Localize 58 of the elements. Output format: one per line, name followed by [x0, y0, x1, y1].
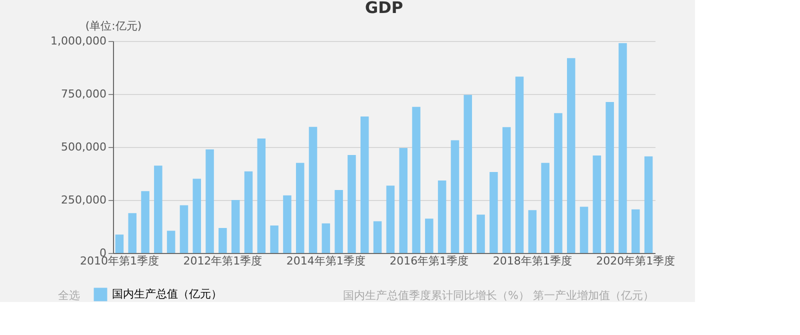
bar — [490, 172, 498, 253]
bar — [644, 156, 653, 253]
bar — [322, 223, 330, 253]
bar — [257, 138, 266, 253]
bar — [618, 43, 627, 253]
bar — [592, 155, 602, 253]
bar — [270, 225, 278, 253]
bar — [528, 210, 537, 253]
bar — [606, 102, 614, 253]
bar — [206, 149, 214, 253]
text: 全选 — [58, 289, 80, 302]
chart-title: GDP — [364, 0, 404, 17]
bar — [541, 162, 550, 253]
bar — [580, 206, 588, 253]
bar — [180, 205, 188, 253]
bar — [308, 126, 318, 253]
bar — [373, 221, 382, 253]
text: 国内生产总值季度累计同比增长（%） — [343, 289, 530, 302]
y-tick-label: 1,000,000 — [50, 34, 106, 48]
bar — [141, 191, 150, 253]
bar — [218, 228, 227, 253]
bar — [438, 180, 446, 253]
bar — [334, 190, 343, 253]
bar — [515, 76, 524, 253]
x-tick-label: 2020年第1季度 — [596, 254, 676, 268]
bar — [231, 200, 240, 253]
bar — [476, 214, 485, 253]
text: 第一产业增加值（亿元） — [533, 289, 654, 302]
y-tick-label: 750,000 — [61, 88, 106, 100]
bar — [386, 186, 395, 253]
bar — [296, 162, 304, 253]
bar — [502, 127, 511, 253]
bar — [632, 209, 640, 253]
bar — [115, 234, 124, 253]
bar — [192, 178, 202, 253]
y-tick-label: 250,000 — [61, 194, 106, 206]
bar — [166, 230, 176, 253]
bar — [399, 148, 408, 253]
bar — [128, 213, 136, 253]
x-tick-label: 2016年第1季度 — [390, 254, 469, 268]
bar — [566, 58, 576, 253]
bar — [244, 171, 253, 253]
x-tick-label: 2010年第1季度 — [80, 254, 159, 268]
bar — [283, 195, 292, 253]
x-tick-label: 2012年第1季度 — [183, 254, 262, 268]
bar — [450, 140, 460, 253]
bar — [412, 106, 420, 253]
bar — [425, 218, 434, 253]
bar — [348, 155, 356, 253]
bar — [464, 94, 472, 253]
bar — [154, 166, 162, 253]
y-axis-title: (单位:亿元) — [85, 20, 142, 32]
y-tick-label: 500,000 — [61, 140, 106, 154]
x-tick-label: 2014年第1季度 — [286, 254, 366, 268]
bar — [554, 113, 562, 253]
x-tick-label: 2018年第1季度 — [492, 254, 572, 268]
legend-label: 国内生产总值（亿元） — [112, 288, 222, 300]
bar — [360, 116, 369, 253]
